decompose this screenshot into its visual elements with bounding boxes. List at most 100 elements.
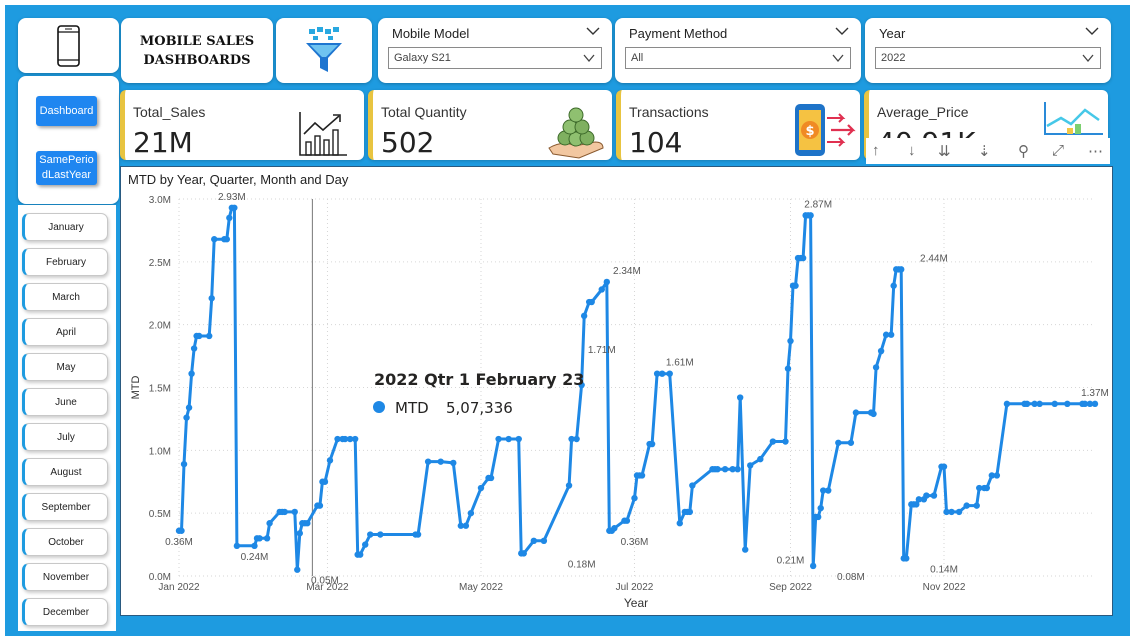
month-button-october[interactable]: October <box>22 528 108 556</box>
data-point[interactable] <box>817 504 824 512</box>
data-point[interactable] <box>807 212 814 219</box>
month-button-september[interactable]: September <box>22 493 108 521</box>
data-point[interactable] <box>356 551 364 558</box>
data-point[interactable] <box>477 484 485 492</box>
data-point[interactable] <box>424 458 432 465</box>
data-point[interactable] <box>231 204 238 211</box>
data-point[interactable] <box>505 435 512 443</box>
data-point[interactable] <box>1036 400 1043 408</box>
focus-mode-icon[interactable]: ⤢ <box>1052 142 1065 159</box>
data-point[interactable] <box>943 508 950 516</box>
data-point[interactable] <box>341 435 349 443</box>
month-button-december[interactable]: December <box>22 598 108 626</box>
data-point[interactable] <box>183 414 190 421</box>
data-point[interactable] <box>923 492 930 499</box>
data-point[interactable] <box>178 527 185 534</box>
drill-up-icon[interactable]: ↑ <box>872 142 880 159</box>
month-button-june[interactable]: June <box>22 388 108 416</box>
year-dropdown[interactable]: 2022 <box>875 47 1101 69</box>
same-period-last-year-nav-button[interactable]: SamePerio dLastYear <box>36 151 97 185</box>
data-point[interactable] <box>568 435 575 443</box>
data-point[interactable] <box>847 439 855 446</box>
payment-method-slicer[interactable]: Payment Method All <box>615 18 861 83</box>
data-point[interactable] <box>983 484 990 492</box>
data-point[interactable] <box>835 439 842 446</box>
month-button-march[interactable]: March <box>22 283 108 311</box>
data-point[interactable] <box>784 365 792 372</box>
data-point[interactable] <box>515 435 522 443</box>
data-point[interactable] <box>769 438 777 445</box>
data-point[interactable] <box>520 550 527 557</box>
data-point[interactable] <box>294 566 301 573</box>
data-point[interactable] <box>457 522 465 529</box>
data-point[interactable] <box>1086 400 1094 408</box>
data-point[interactable] <box>676 520 683 527</box>
data-point[interactable] <box>689 482 696 489</box>
data-point[interactable] <box>988 472 996 479</box>
data-point[interactable] <box>540 537 548 545</box>
data-point[interactable] <box>747 462 754 469</box>
data-point[interactable] <box>195 332 203 340</box>
data-point[interactable] <box>890 282 897 289</box>
data-point[interactable] <box>631 494 638 502</box>
data-point[interactable] <box>188 370 195 377</box>
data-point[interactable] <box>930 492 938 499</box>
data-point[interactable] <box>782 438 789 445</box>
data-point[interactable] <box>792 282 799 289</box>
data-point[interactable] <box>870 410 877 418</box>
data-point[interactable] <box>467 509 475 517</box>
data-point[interactable] <box>976 484 983 492</box>
data-point[interactable] <box>316 502 324 509</box>
data-point[interactable] <box>1023 400 1031 408</box>
expand-next-level-icon[interactable]: ⇣ <box>978 143 991 160</box>
data-point[interactable] <box>450 459 457 467</box>
data-point[interactable] <box>437 458 444 465</box>
data-point[interactable] <box>377 531 384 538</box>
data-point[interactable] <box>233 542 241 550</box>
data-point[interactable] <box>915 496 923 503</box>
data-point[interactable] <box>721 465 729 473</box>
expand-all-icon[interactable]: ⇊ <box>938 143 951 160</box>
data-point[interactable] <box>1031 400 1038 408</box>
dashboard-nav-button[interactable]: Dashboard <box>36 96 97 126</box>
data-point[interactable] <box>580 312 588 320</box>
data-point[interactable] <box>653 370 661 377</box>
month-button-january[interactable]: January <box>22 213 108 241</box>
month-button-july[interactable]: July <box>22 423 108 451</box>
data-point[interactable] <box>603 278 611 286</box>
data-point[interactable] <box>757 455 764 463</box>
year-slicer[interactable]: Year 2022 <box>865 18 1111 83</box>
data-point[interactable] <box>638 472 646 479</box>
data-point[interactable] <box>1064 400 1071 408</box>
data-point[interactable] <box>852 409 860 416</box>
data-point[interactable] <box>266 520 273 527</box>
payment-method-dropdown[interactable]: All <box>625 47 851 69</box>
data-point[interactable] <box>304 520 311 527</box>
data-point[interactable] <box>825 487 832 494</box>
mobile-model-slicer[interactable]: Mobile Model Galaxy S21 <box>378 18 612 83</box>
data-point[interactable] <box>872 364 880 371</box>
month-button-may[interactable]: May <box>22 353 108 381</box>
data-point[interactable] <box>190 345 198 352</box>
data-point[interactable] <box>787 337 794 345</box>
data-point[interactable] <box>414 531 422 538</box>
data-point[interactable] <box>211 236 218 243</box>
data-point[interactable] <box>185 404 193 411</box>
data-point[interactable] <box>578 381 585 389</box>
data-point[interactable] <box>573 435 580 443</box>
data-point[interactable] <box>334 435 341 443</box>
data-point[interactable] <box>1081 400 1089 408</box>
data-point[interactable] <box>993 472 1001 479</box>
data-point[interactable] <box>913 501 920 508</box>
data-point[interactable] <box>799 254 807 262</box>
data-point[interactable] <box>973 502 980 509</box>
data-point[interactable] <box>666 370 673 377</box>
data-point[interactable] <box>180 460 188 468</box>
drill-down-icon[interactable]: ↓ <box>908 142 916 159</box>
data-point[interactable] <box>611 525 618 532</box>
data-point[interactable] <box>346 435 354 443</box>
data-point[interactable] <box>351 435 359 443</box>
data-point[interactable] <box>256 535 263 542</box>
data-point[interactable] <box>686 508 694 516</box>
data-point[interactable] <box>882 331 890 338</box>
